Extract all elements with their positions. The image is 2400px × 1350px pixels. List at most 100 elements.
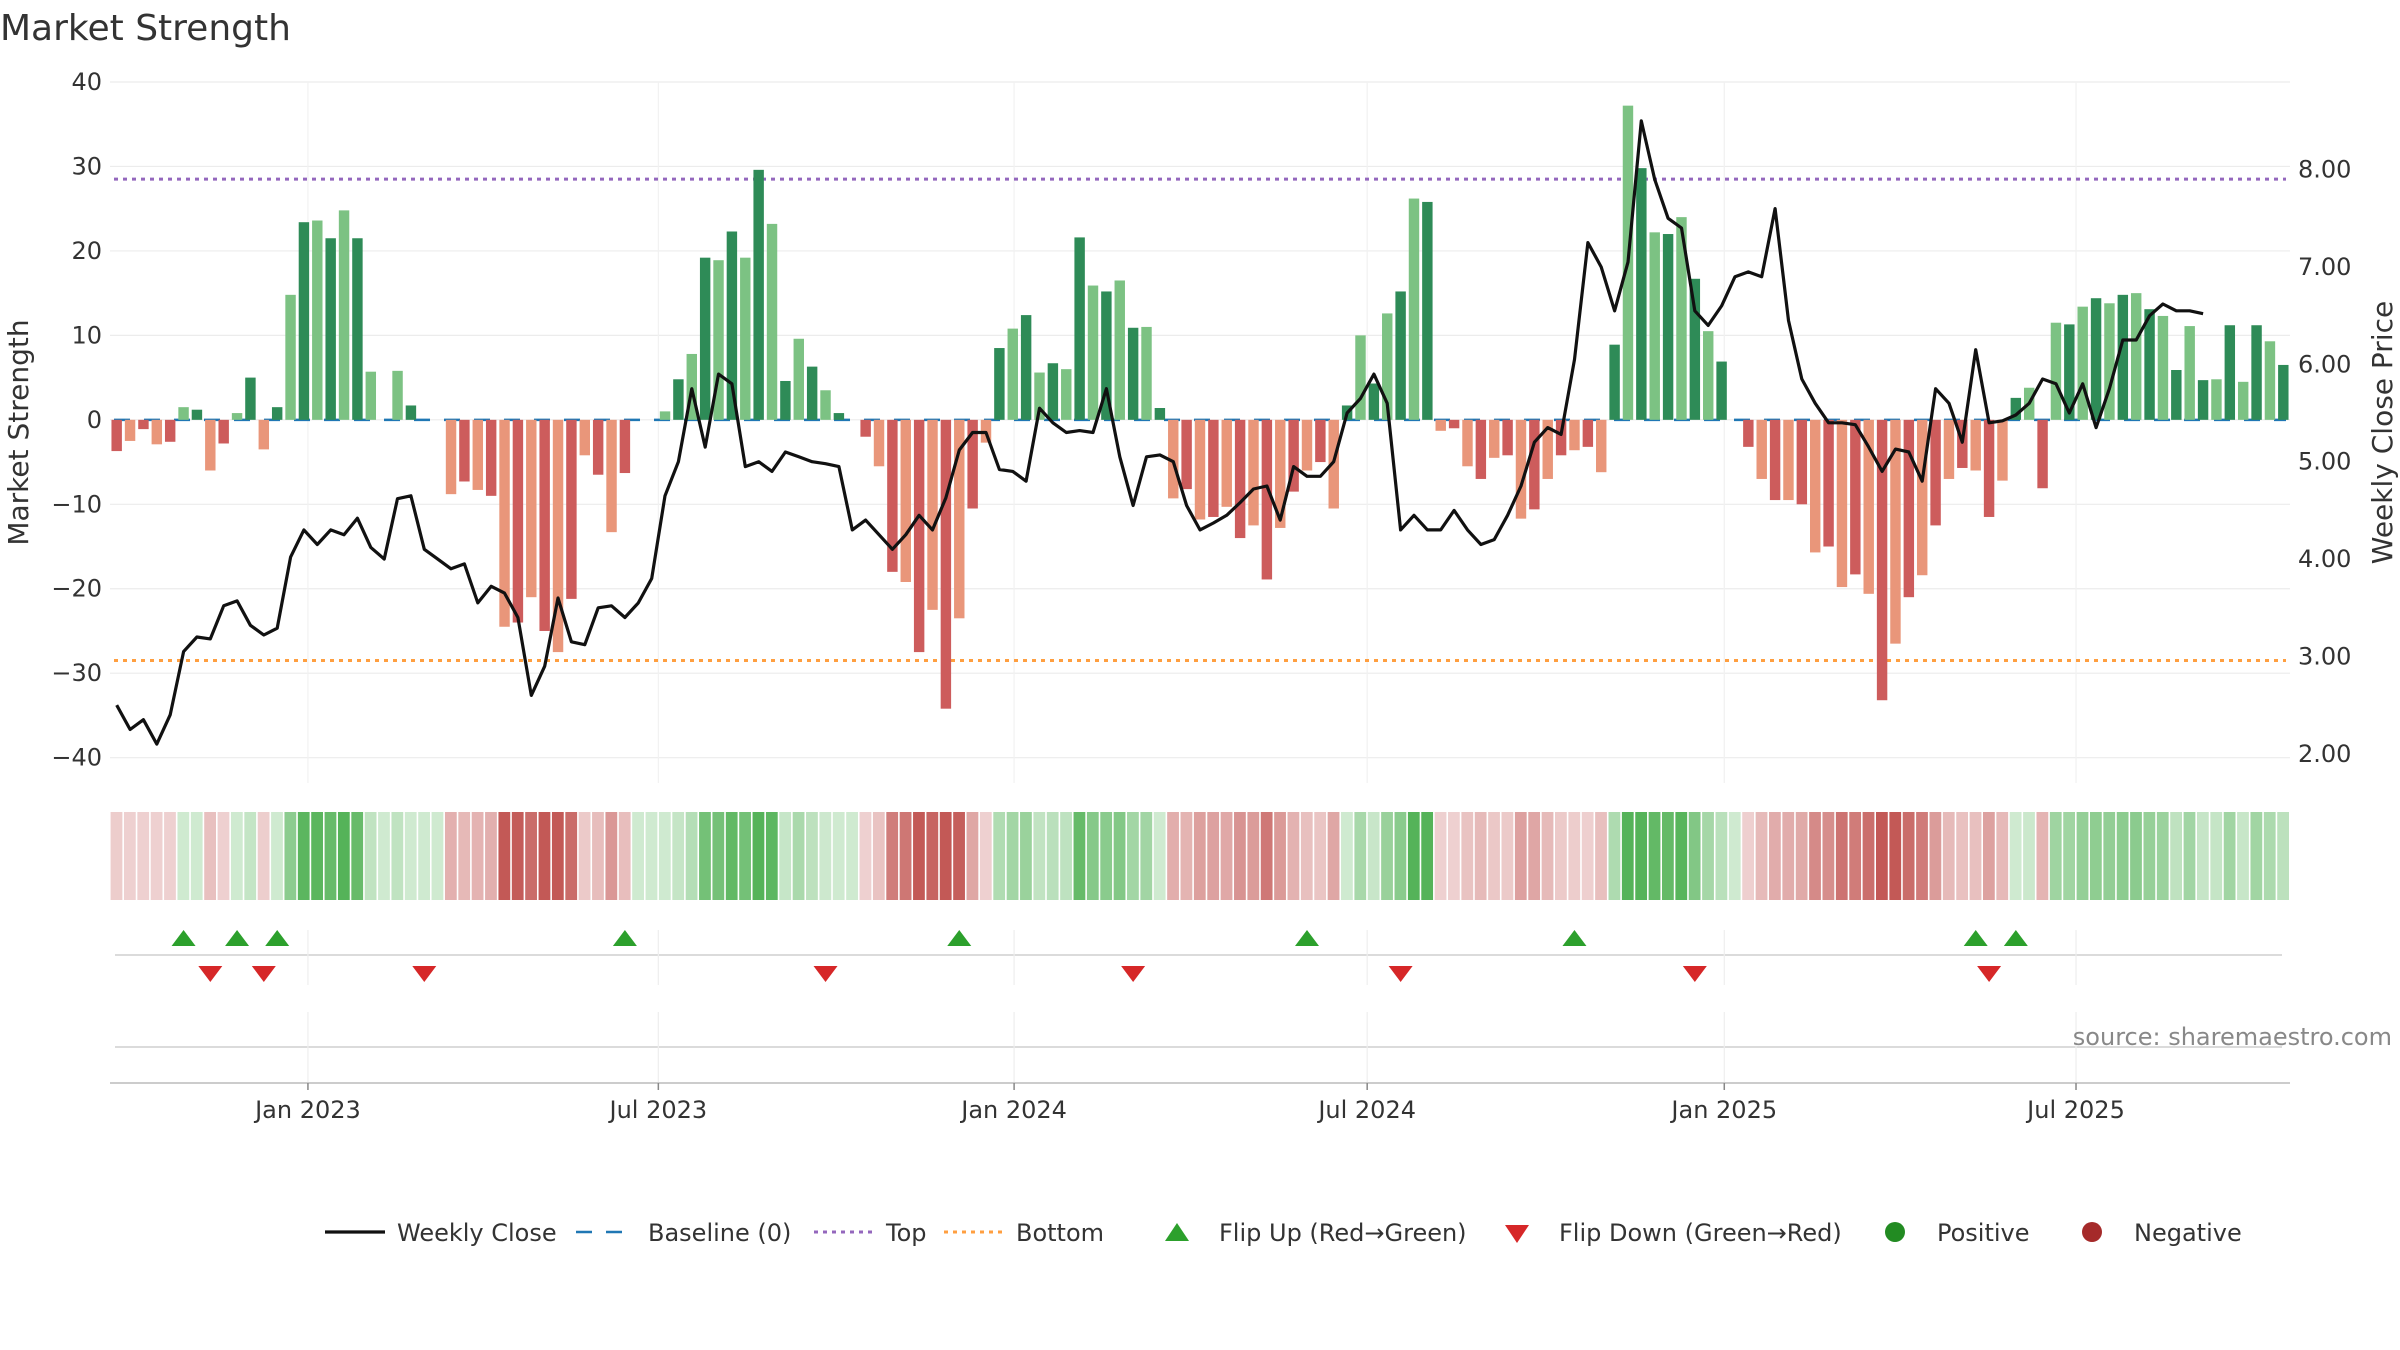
bar-positive (1355, 335, 1366, 420)
bar-negative (1890, 419, 1901, 644)
chart-title: Market Strength (0, 8, 291, 49)
strip-cell (1982, 812, 1995, 900)
strip-cell (1728, 812, 1741, 900)
bar-negative (1997, 419, 2008, 481)
strip-cell (2210, 812, 2223, 900)
strip-cell (1688, 812, 1701, 900)
y-tick-label: −30 (51, 659, 102, 687)
bar-negative (164, 419, 176, 442)
flip-up-marker (1963, 930, 1988, 946)
bar-positive (2251, 325, 2262, 420)
strip-cell (1662, 812, 1674, 900)
strip-cell (324, 812, 337, 900)
bar-positive (1087, 285, 1099, 420)
strip-cell (418, 812, 430, 900)
strip-cell (1581, 812, 1594, 900)
bar-positive (2090, 298, 2102, 420)
bar-negative (1502, 419, 1513, 456)
strip-cell (378, 812, 390, 900)
strip-cell (1140, 812, 1153, 900)
strip-cell (1020, 812, 1032, 900)
strip-cell (1167, 812, 1179, 900)
bar-negative (1943, 419, 1955, 479)
legend-label: Flip Down (Green→Red) (1559, 1219, 1842, 1247)
y-tick-label: −40 (51, 744, 102, 772)
strip-cell (1742, 812, 1755, 900)
bar-positive (994, 348, 1005, 420)
strip-cell (1942, 812, 1955, 900)
bar-negative (1930, 419, 1941, 526)
bar-negative (1796, 419, 1808, 505)
legend-item: Flip Down (Green→Red) (1505, 1219, 1842, 1247)
strip-cell (1274, 812, 1286, 900)
flip-up-marker (225, 930, 250, 946)
bar-negative (1448, 419, 1460, 429)
strip-cell (1889, 812, 1902, 900)
bar-negative (1983, 419, 1995, 517)
bar-negative (205, 419, 216, 471)
bar-negative (1903, 419, 1915, 598)
legend-item: Top (814, 1219, 927, 1247)
source-label: source: sharemaestro.com (2073, 1023, 2392, 1051)
bar-negative (1248, 419, 1259, 526)
bar-negative (1275, 419, 1286, 528)
legend-swatch-positive (1885, 1222, 1905, 1242)
strip-cell (859, 812, 872, 900)
x-tick-label: Jul 2025 (2025, 1096, 2125, 1124)
strip-cell (458, 812, 471, 900)
strip-cell (164, 812, 176, 900)
strip-cell (311, 812, 323, 900)
flip-up-marker (1294, 930, 1319, 946)
bar-positive (2184, 326, 2195, 420)
strip-cell (1875, 812, 1888, 900)
bar-positive (392, 370, 403, 420)
y-axis-left: 40 30 20 10 0 −10 −20 −30 −40 (51, 68, 102, 772)
strip-cell (832, 812, 845, 900)
bar-negative (1194, 419, 1206, 520)
bar-negative (124, 419, 136, 441)
bar-positive (2211, 379, 2222, 420)
strip-cell (1648, 812, 1661, 900)
bar-positive (753, 169, 764, 420)
strip-cell (404, 812, 417, 900)
strip-cell (685, 812, 698, 900)
bar-negative (1315, 419, 1326, 463)
bar-negative (566, 419, 577, 599)
bar-positive (780, 380, 791, 420)
strip-cell (190, 812, 203, 900)
strip-cell (1514, 812, 1527, 900)
y-axis-right: 8.00 7.00 6.00 5.00 4.00 3.00 2.00 (2298, 156, 2351, 768)
y2-tick-label: 7.00 (2298, 253, 2351, 281)
strip-cell (993, 812, 1006, 900)
flip-down-marker (1682, 966, 1707, 982)
legend-item: Negative (2082, 1219, 2242, 1247)
legend-swatch-down (1505, 1225, 1529, 1243)
strip-cell (1969, 812, 1982, 900)
strip-cell (1635, 812, 1648, 900)
legend-item: Baseline (0) (576, 1219, 791, 1247)
bar-negative (1555, 419, 1567, 456)
bar-positive (2130, 293, 2142, 420)
bar-negative (459, 419, 470, 482)
strip-cell (1822, 812, 1835, 900)
bar-positive (325, 238, 336, 420)
strip-cell (886, 812, 899, 900)
bar-negative (1596, 419, 1607, 473)
bar-negative (927, 419, 938, 610)
strip-cell (739, 812, 751, 900)
strip-cell (1782, 812, 1795, 900)
strip-cell (2143, 812, 2156, 900)
strip-cell (1769, 812, 1781, 900)
strip-cell (525, 812, 537, 900)
bar-positive (820, 390, 831, 420)
bar-positive (793, 338, 804, 420)
strip-cell (1327, 812, 1340, 900)
strip-cell (1956, 812, 1969, 900)
strip-cell (2130, 812, 2142, 900)
strip-cell (1501, 812, 1514, 900)
bar-positive (338, 210, 350, 420)
y2-tick-label: 3.00 (2298, 642, 2351, 670)
strip-cell (391, 812, 404, 900)
weekly-close-series (115, 119, 2204, 746)
bar-negative (512, 419, 524, 623)
